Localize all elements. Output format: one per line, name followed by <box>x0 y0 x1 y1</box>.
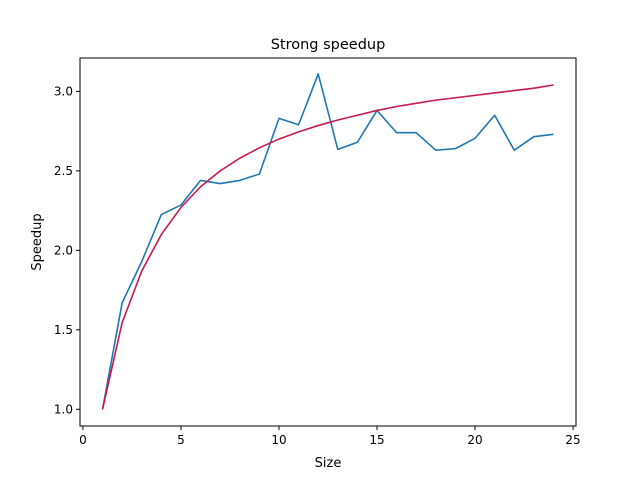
y-tick-label: 1.5 <box>54 323 73 337</box>
y-tick-label: 2.5 <box>54 164 73 178</box>
series-line-2 <box>101 84 554 410</box>
plot-frame <box>79 57 577 427</box>
x-tick-label: 20 <box>467 433 482 447</box>
series-line-1 <box>101 73 554 410</box>
y-tick-label: 1.0 <box>54 402 73 416</box>
chart-title: Strong speedup <box>271 37 386 53</box>
x-tick-label: 25 <box>565 433 580 447</box>
y-tick-label: 3.0 <box>54 84 73 98</box>
x-tick-label: 10 <box>271 433 286 447</box>
x-axis-label: Size <box>315 456 342 471</box>
series-layer <box>101 73 554 410</box>
y-axis: 1.0 1.5 2.0 2.5 3.0 <box>54 84 80 416</box>
plot-area <box>80 58 576 426</box>
x-tick-label: 0 <box>79 433 87 447</box>
x-tick-label: 5 <box>177 433 185 447</box>
y-tick-label: 2.0 <box>54 243 73 257</box>
x-axis: 0 5 10 15 20 25 <box>79 426 581 447</box>
x-tick-label: 15 <box>369 433 384 447</box>
y-axis-label: Speedup <box>30 213 45 270</box>
